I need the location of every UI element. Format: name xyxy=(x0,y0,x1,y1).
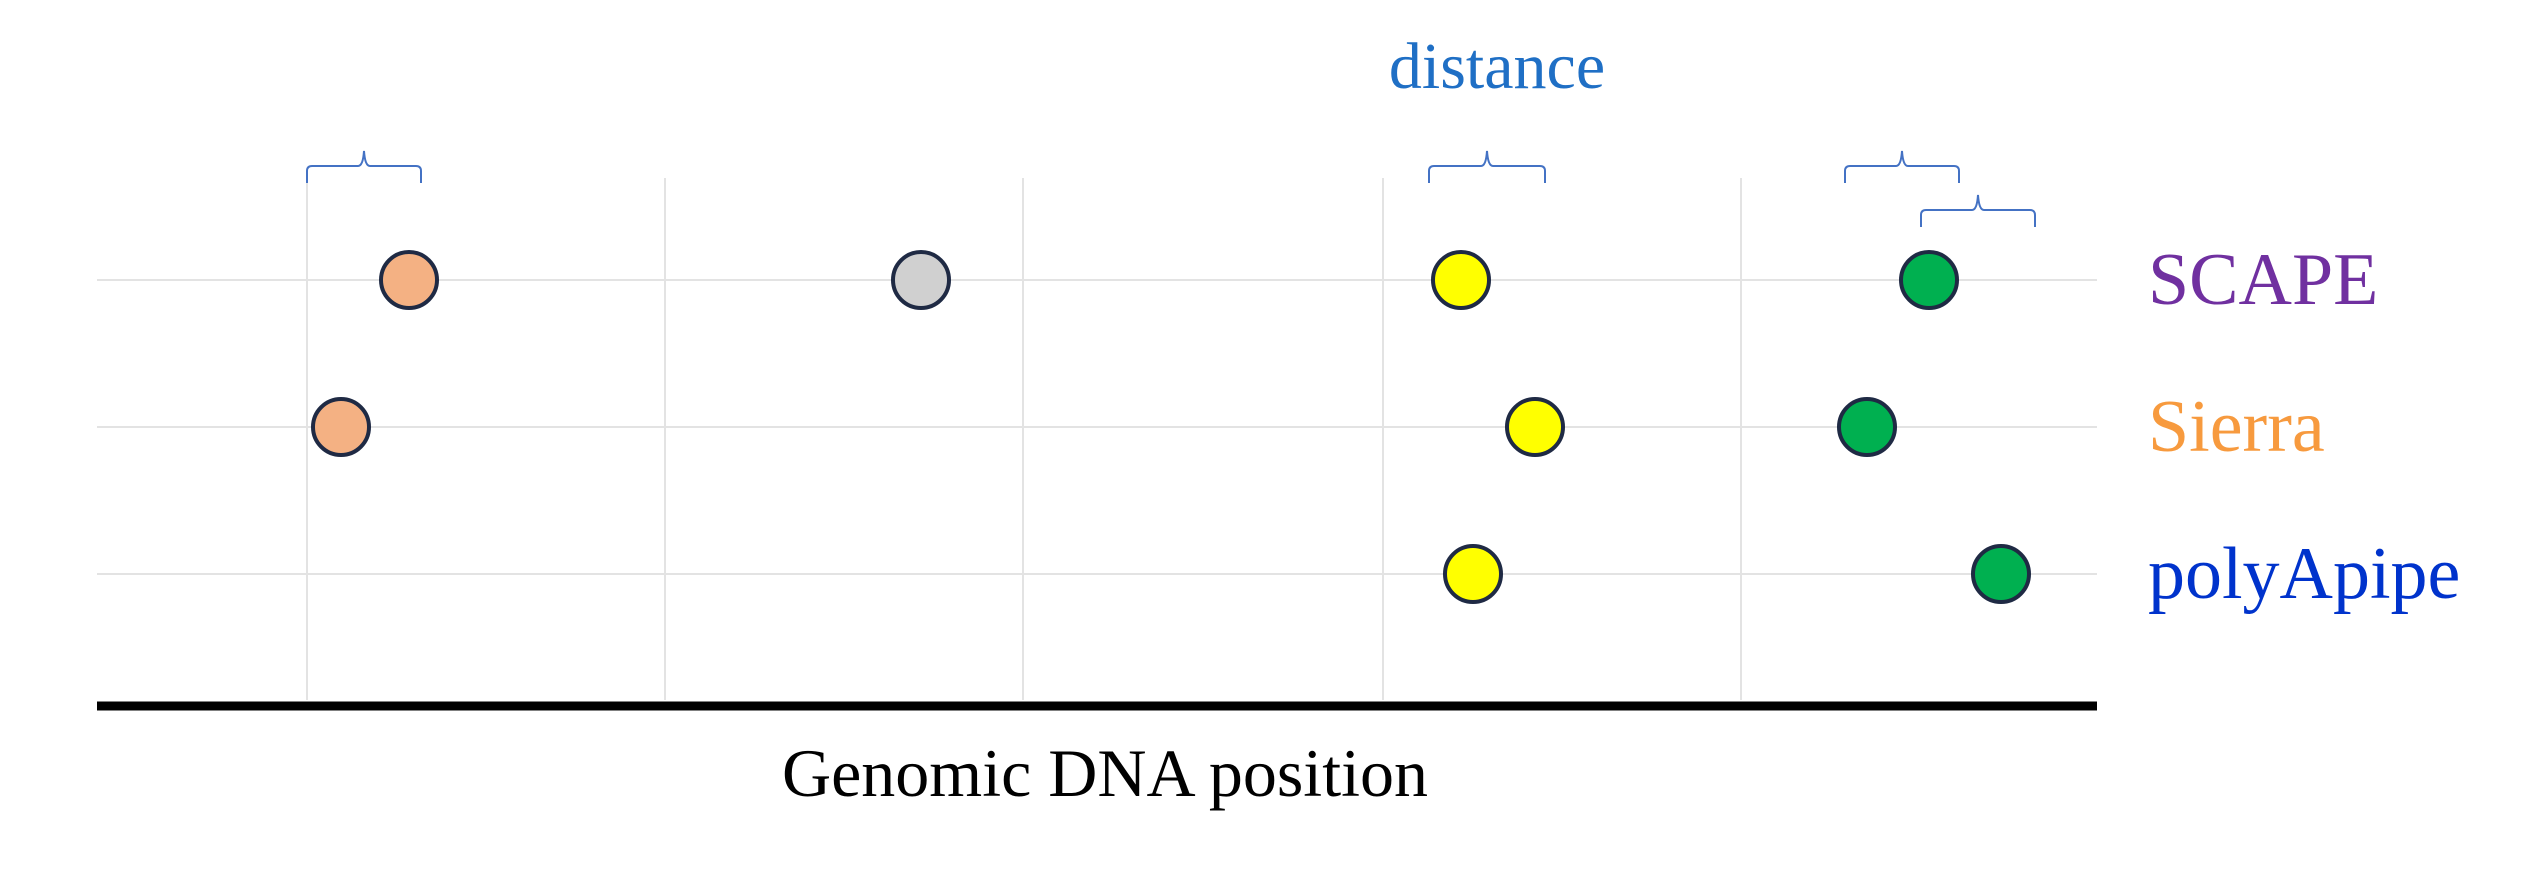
site-marker-sierra xyxy=(1505,397,1565,457)
site-marker-polyapipe xyxy=(1971,544,2031,604)
row-label-scape: SCAPE xyxy=(2148,239,2378,321)
site-marker-polyapipe xyxy=(1443,544,1503,604)
distance-brackets xyxy=(306,150,2036,227)
site-marker-sierra xyxy=(1837,397,1897,457)
distance-bracket xyxy=(1844,150,1960,183)
distance-bracket xyxy=(306,150,422,183)
distance-bracket xyxy=(1428,150,1546,183)
site-marker-scape xyxy=(891,250,951,310)
site-marker-scape xyxy=(1899,250,1959,310)
row-label-sierra: Sierra xyxy=(2148,386,2325,468)
site-markers xyxy=(311,250,2031,604)
gridlines xyxy=(97,178,2097,700)
site-marker-scape xyxy=(379,250,439,310)
distance-annotation: distance xyxy=(1389,30,1605,103)
site-marker-scape xyxy=(1431,250,1491,310)
row-label-polyapipe: polyApipe xyxy=(2148,533,2460,615)
row-labels: SCAPE Sierra polyApipe xyxy=(2148,239,2460,615)
x-axis-label: Genomic DNA position xyxy=(782,735,1428,811)
site-marker-sierra xyxy=(311,397,371,457)
distance-bracket xyxy=(1920,194,2036,227)
